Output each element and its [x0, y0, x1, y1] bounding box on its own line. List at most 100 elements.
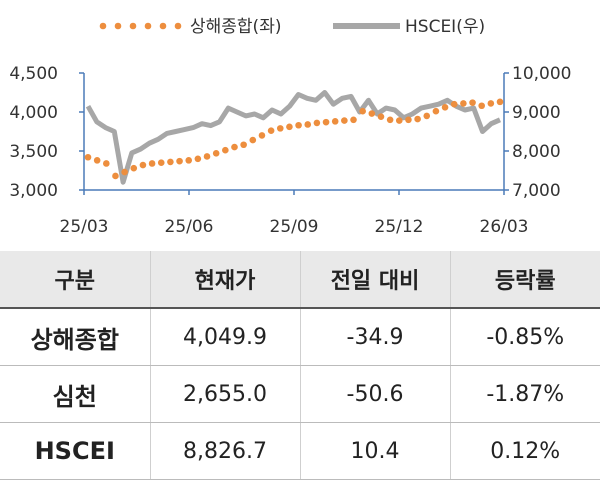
shanghai-point: [423, 112, 431, 120]
x-axis-ticks: 25/03 25/06 25/09 25/12 26/03: [60, 190, 529, 237]
change-rate-cell: -0.85%: [449, 308, 600, 366]
header-current-price: 현재가: [149, 251, 300, 309]
shanghai-point: [322, 118, 330, 126]
header-change: 전일 대비: [299, 251, 450, 309]
legend-dot: [129, 22, 137, 30]
row-label: 심천: [0, 365, 150, 423]
shanghai-point: [368, 110, 376, 117]
right-tick-label: 7,000: [512, 181, 561, 201]
shanghai-point: [258, 132, 266, 139]
shanghai-point: [249, 136, 257, 144]
row-label: HSCEI: [0, 422, 150, 480]
change-cell: -50.6: [299, 365, 450, 423]
legend-dot: [99, 22, 107, 30]
table-row: 심천 2,655.0 -50.6 -1.87%: [0, 365, 600, 423]
shanghai-point: [469, 99, 476, 106]
legend-marker-shanghai: [99, 22, 182, 30]
change-rate-cell: -1.87%: [449, 365, 600, 423]
change-cell: 10.4: [299, 422, 450, 480]
left-tick-label: 3,500: [9, 142, 58, 162]
index-table: 구분 현재가 전일 대비 등락률 상해종합 4,049.9 -34.9 -0.8…: [0, 251, 600, 480]
legend-label-hscei: HSCEI(우): [405, 17, 485, 37]
legend-item-shanghai: 상해종합(좌): [99, 17, 281, 37]
table-row: HSCEI 8,826.7 10.4 0.12%: [0, 422, 600, 480]
shanghai-point: [487, 100, 495, 107]
shanghai-point: [176, 157, 183, 165]
shanghai-point: [377, 113, 385, 120]
shanghai-point: [121, 168, 128, 176]
shanghai-point: [460, 100, 467, 107]
shanghai-point: [341, 117, 348, 124]
shanghai-point: [167, 158, 174, 166]
shanghai-point: [313, 119, 321, 127]
left-tick-label: 4,500: [9, 64, 58, 84]
index-table-wrapper: 구분 현재가 전일 대비 등락률 상해종합 4,049.9 -34.9 -0.8…: [0, 251, 600, 480]
shanghai-point: [304, 121, 312, 128]
left-axis-ticks: 3,000 3,500 4,000 4,500: [9, 64, 84, 201]
hscei-line: [85, 90, 502, 185]
shanghai-point: [222, 146, 229, 154]
shanghai-point: [112, 172, 119, 180]
current-price-cell: 4,049.9: [149, 308, 300, 366]
legend-dot: [159, 22, 167, 30]
x-tick-label: 25/03: [60, 217, 109, 237]
shanghai-point: [276, 125, 284, 132]
shanghai-point: [350, 116, 357, 124]
shanghai-point: [414, 115, 421, 123]
row-label: 상해종합: [0, 308, 150, 366]
current-price-cell: 2,655.0: [149, 365, 300, 423]
chart-area: 상해종합(좌) HSCEI(우) 3,000 3,500 4,000 4,500 7,…: [9, 17, 571, 237]
left-tick-label: 4,000: [9, 103, 58, 123]
chart-legend: 상해종합(좌) HSCEI(우): [99, 17, 485, 37]
shanghai-point: [194, 155, 202, 163]
header-category: 구분: [0, 251, 150, 309]
line-chart: 상해종합(좌) HSCEI(우) 3,000 3,500 4,000 4,500 7,…: [9, 17, 571, 237]
right-tick-label: 10,000: [512, 64, 571, 84]
header-change-rate: 등락률: [449, 251, 600, 309]
legend-item-hscei: HSCEI(우): [333, 17, 485, 37]
shanghai-point: [386, 116, 394, 124]
change-rate-cell: 0.12%: [449, 422, 600, 480]
shanghai-point: [93, 157, 101, 164]
shanghai-point: [405, 116, 412, 124]
shanghai-point: [432, 107, 440, 115]
x-tick-label: 26/03: [480, 217, 529, 237]
shanghai-point: [286, 123, 293, 131]
change-cell: -34.9: [299, 308, 450, 366]
table-header-row: 구분 현재가 전일 대비 등락률: [0, 251, 600, 309]
shanghai-point: [212, 150, 220, 157]
shanghai-point: [450, 100, 458, 108]
legend-dot: [144, 22, 152, 30]
shanghai-point: [267, 127, 275, 135]
shanghai-point: [441, 104, 449, 111]
shanghai-point: [157, 159, 165, 166]
shanghai-point: [185, 157, 193, 164]
shanghai-point: [103, 160, 110, 167]
shanghai-point: [231, 143, 238, 151]
right-axis-ticks: 7,000 8,000 9,000 10,000: [504, 64, 571, 201]
left-tick-label: 3,000: [9, 181, 58, 201]
x-tick-label: 25/12: [375, 217, 424, 237]
shanghai-point: [148, 160, 156, 167]
x-tick-label: 25/09: [270, 217, 319, 237]
right-tick-label: 8,000: [512, 142, 561, 162]
shanghai-point: [240, 141, 247, 149]
shanghai-point: [359, 107, 366, 115]
shanghai-point: [203, 153, 211, 160]
series-shanghai: [84, 98, 504, 180]
legend-dot: [174, 22, 182, 30]
shanghai-point: [478, 102, 485, 110]
current-price-cell: 8,826.7: [149, 422, 300, 480]
legend-dot: [114, 22, 122, 30]
shanghai-point: [130, 164, 138, 172]
legend-label-shanghai: 상해종합(좌): [190, 17, 281, 37]
shanghai-point: [331, 118, 339, 125]
shanghai-point: [295, 121, 302, 129]
series-hscei: [85, 90, 502, 185]
shanghai-point: [395, 117, 403, 124]
table-row: 상해종합 4,049.9 -34.9 -0.85%: [0, 308, 600, 366]
shanghai-point: [496, 98, 504, 106]
shanghai-point: [139, 161, 147, 169]
x-tick-label: 25/06: [165, 217, 214, 237]
shanghai-point: [84, 153, 92, 161]
